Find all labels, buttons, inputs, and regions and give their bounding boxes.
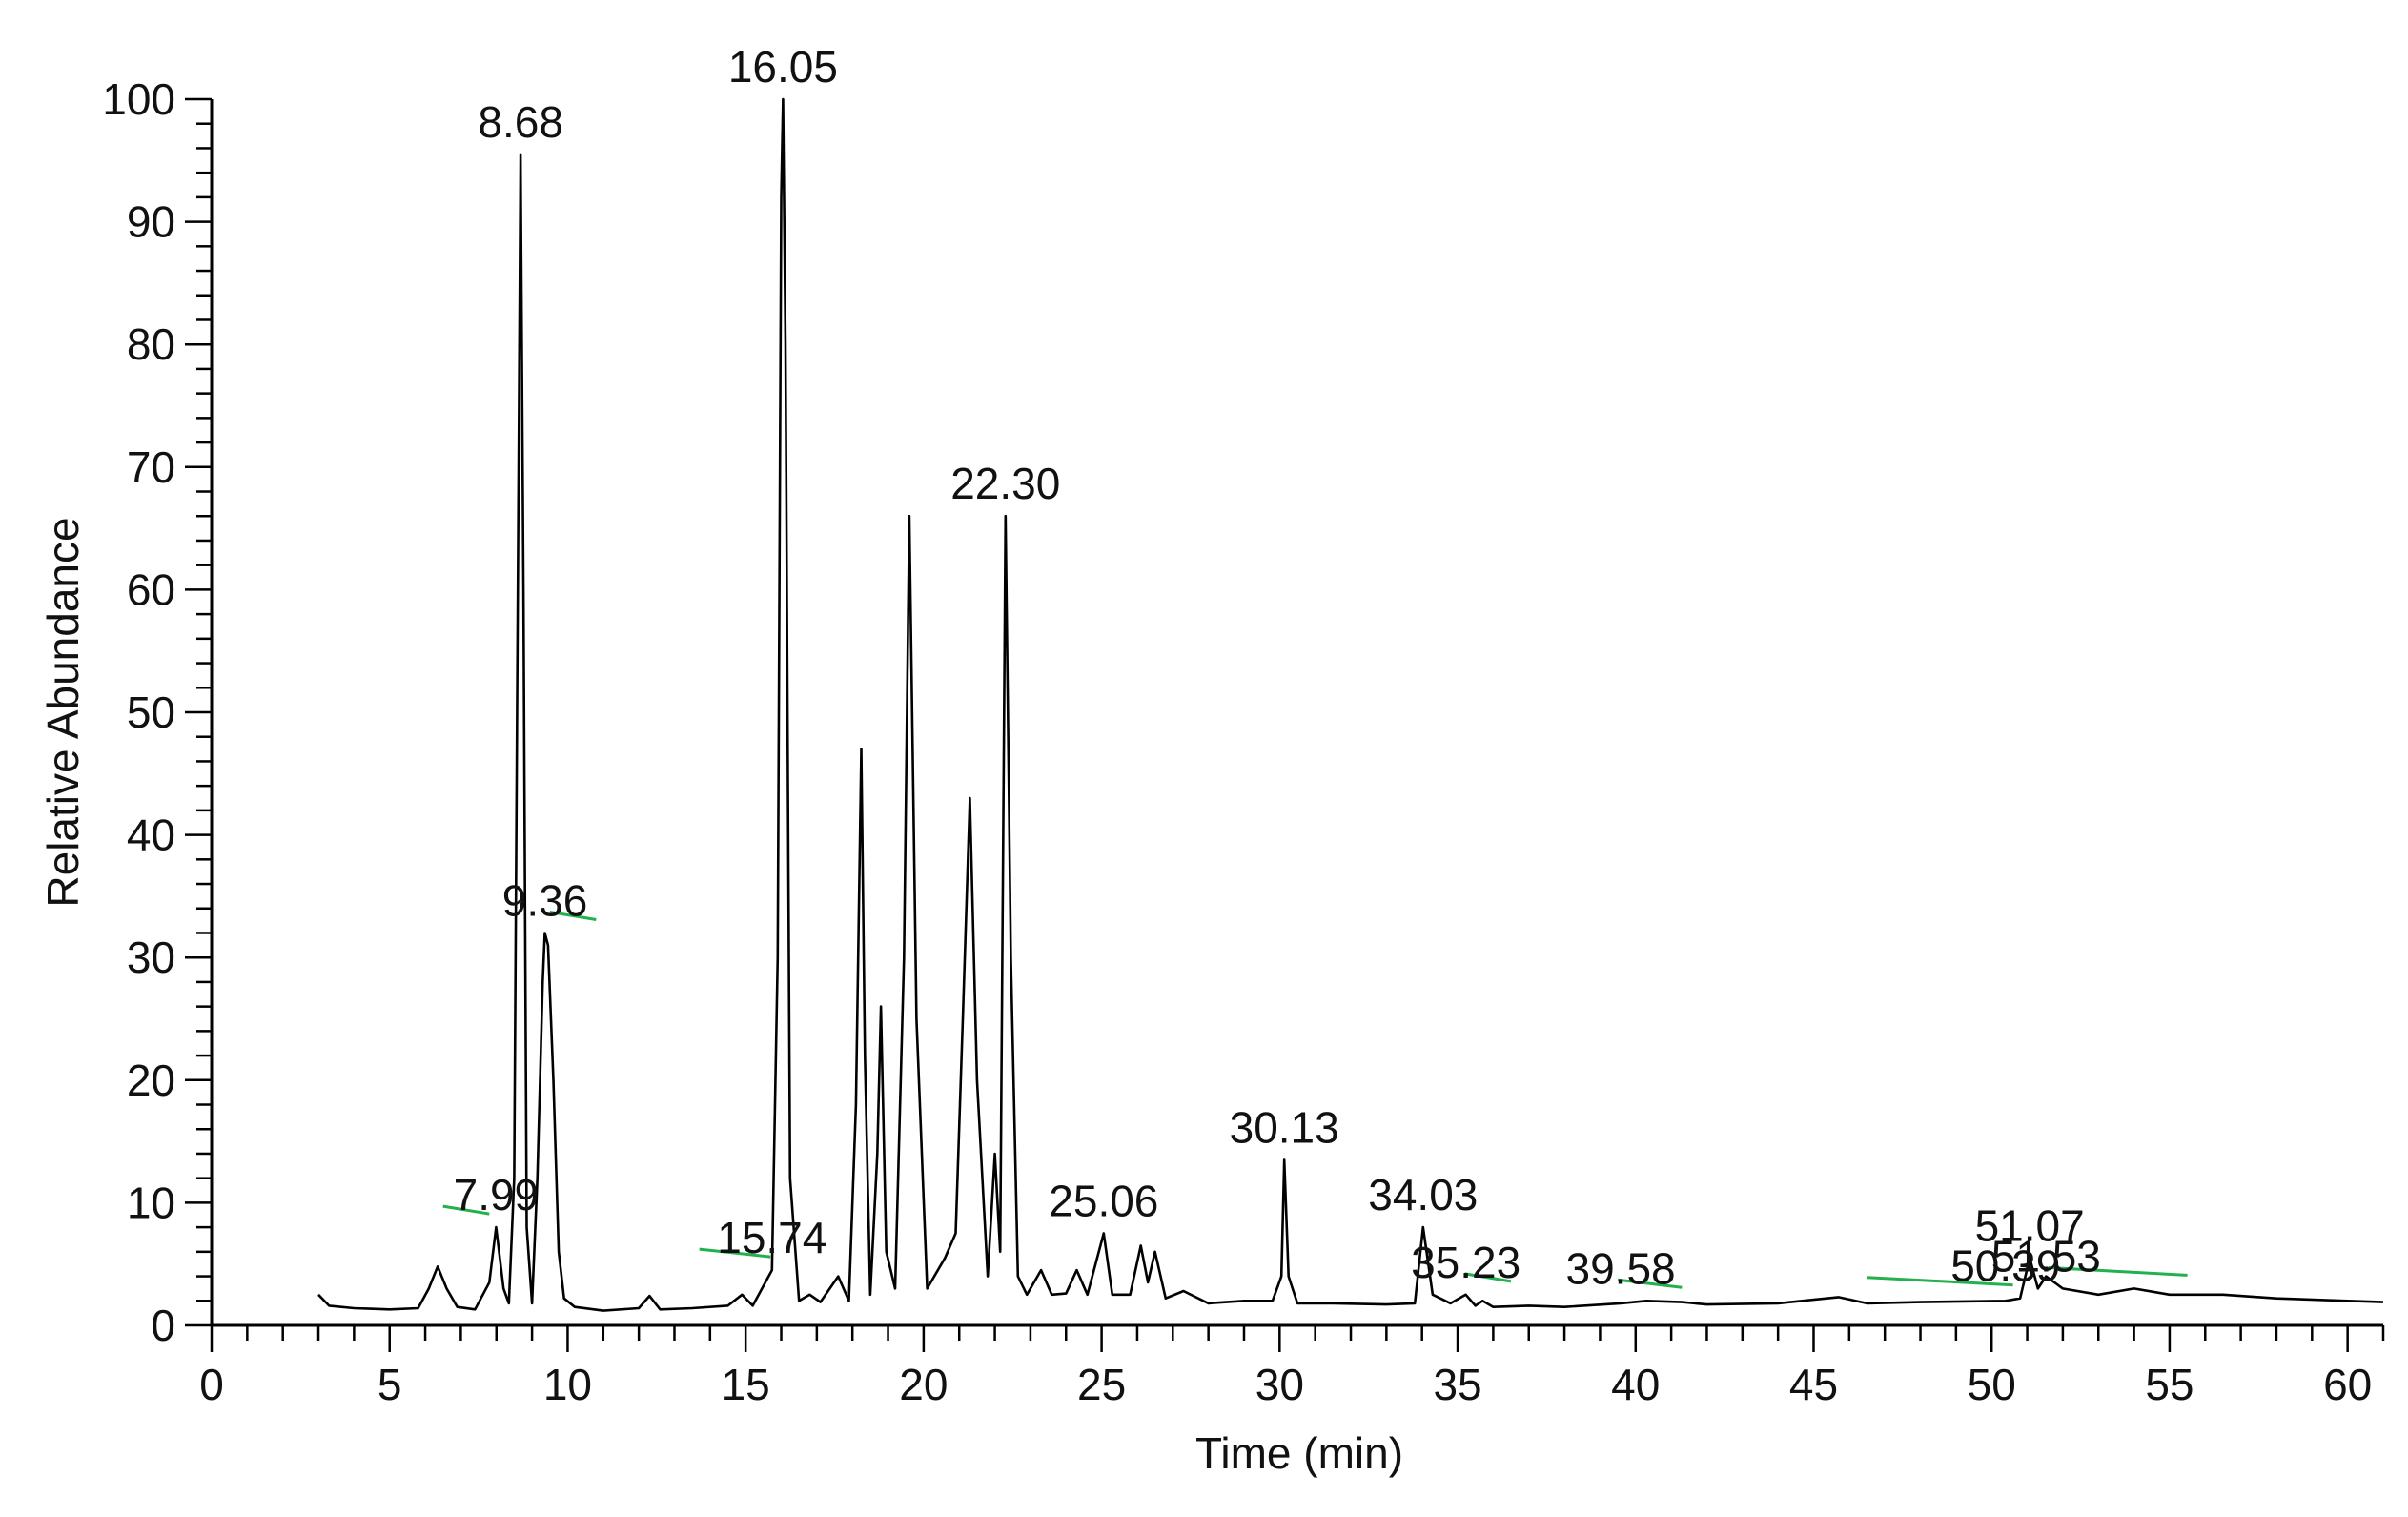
y-tick-label: 10	[127, 1178, 175, 1227]
y-tick-label: 50	[127, 687, 175, 737]
y-tick-label: 70	[127, 442, 175, 492]
x-tick-label: 55	[2145, 1360, 2194, 1409]
axes: 0 10 20 30 40 50 60 70 80 90 100 0 5 10 15 20 25 30 35 40 45…	[102, 74, 2385, 1409]
peak-baseline-marker	[549, 910, 597, 921]
y-tick-label: 90	[127, 197, 175, 247]
peak-label: 34.03	[1368, 1170, 1478, 1220]
trace	[317, 97, 2384, 1312]
peak-baseline-marker	[1464, 1272, 1512, 1283]
peak-label: 8.68	[478, 97, 563, 147]
peak-label: 51.53	[1991, 1231, 2101, 1281]
x-axis-title: Time (min)	[1195, 1428, 1403, 1478]
peak-label: 9.36	[502, 875, 588, 925]
peak-label: 30.13	[1230, 1102, 1339, 1152]
peak-label: 35.23	[1411, 1238, 1520, 1287]
peak-baseline-marker	[2048, 1265, 2188, 1277]
y-tick-label: 30	[127, 933, 175, 982]
peak-label: 16.05	[728, 42, 838, 92]
x-tick-label: 0	[199, 1360, 224, 1409]
peak-label: 25.06	[1049, 1177, 1158, 1226]
peak-label: 51.07	[1975, 1200, 2085, 1250]
peak-baseline-marker	[1867, 1276, 2013, 1287]
peak-label: 50.39	[1950, 1241, 2060, 1291]
y-tick-label: 60	[127, 564, 175, 614]
x-tick-label: 20	[899, 1360, 948, 1409]
peak-label: 22.30	[950, 459, 1060, 508]
peak-baselines	[442, 910, 2188, 1289]
x-tick-label: 25	[1077, 1360, 1126, 1409]
y-tick-label: 40	[127, 810, 175, 860]
x-tick-label: 10	[543, 1360, 592, 1409]
x-tick-label: 40	[1611, 1360, 1660, 1409]
peak-baseline-marker	[699, 1247, 771, 1259]
peak-labels: 7.99 8.68 9.36 15.74 16.05 22.30 25.06 30.13 34.…	[454, 42, 2101, 1293]
x-tick-label: 30	[1255, 1360, 1304, 1409]
peak-label: 39.58	[1566, 1243, 1676, 1293]
y-tick-label: 20	[127, 1056, 175, 1105]
y-tick-label: 100	[102, 74, 175, 124]
x-tick-label: 15	[722, 1360, 770, 1409]
y-axis-title: Relative Abundance	[38, 517, 88, 907]
peak-label: 7.99	[454, 1170, 540, 1220]
x-tick-label: 5	[378, 1360, 402, 1409]
chromatogram-line	[317, 97, 2384, 1312]
y-tick-label: 0	[151, 1301, 175, 1350]
peak-baseline-marker	[1617, 1278, 1683, 1289]
peak-baseline-marker	[442, 1204, 490, 1216]
y-tick-label: 80	[127, 319, 175, 369]
peak-label: 15.74	[717, 1213, 826, 1262]
x-tick-label: 60	[2323, 1360, 2372, 1409]
x-tick-label: 45	[1789, 1360, 1838, 1409]
x-tick-label: 50	[1968, 1360, 2016, 1409]
x-tick-label: 35	[1433, 1360, 1481, 1409]
